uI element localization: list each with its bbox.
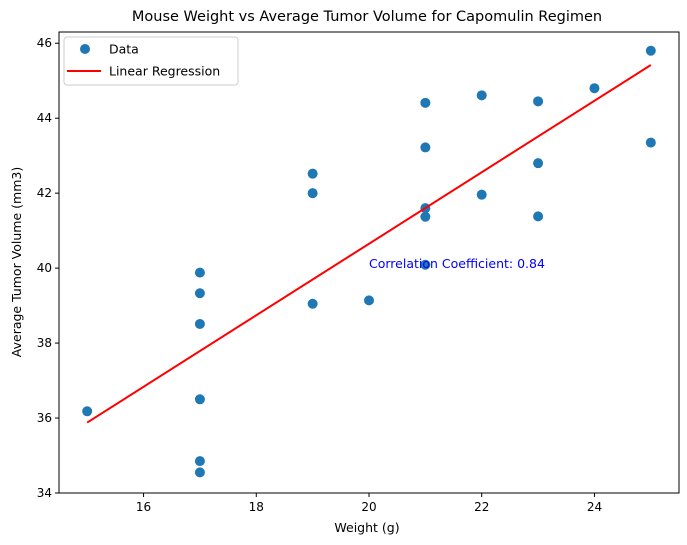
legend-label-regression: Linear Regression bbox=[109, 64, 220, 79]
correlation-annotation: Correlation Coefficient: 0.84 bbox=[369, 256, 545, 271]
data-point bbox=[82, 406, 93, 417]
data-point bbox=[476, 189, 487, 200]
data-point bbox=[645, 137, 656, 148]
y-axis-label: Average Tumor Volume (mm3) bbox=[9, 167, 24, 357]
data-point bbox=[420, 142, 431, 153]
data-point bbox=[307, 188, 318, 199]
data-point bbox=[645, 45, 656, 56]
legend-label-data: Data bbox=[109, 42, 139, 57]
y-tick-label: 36 bbox=[37, 411, 52, 425]
x-tick-label: 24 bbox=[587, 500, 602, 514]
legend: Data Linear Regression bbox=[63, 36, 239, 86]
x-tick-label: 18 bbox=[249, 500, 264, 514]
x-tick-label: 20 bbox=[361, 500, 376, 514]
y-tick-label: 42 bbox=[37, 186, 52, 200]
y-tick-label: 34 bbox=[37, 486, 52, 500]
series-layer bbox=[82, 45, 656, 478]
data-point bbox=[533, 158, 544, 169]
y-axis: 34 36 38 40 42 44 46 bbox=[37, 36, 59, 500]
y-tick-label: 40 bbox=[37, 261, 52, 275]
data-point bbox=[194, 267, 205, 278]
regression-line bbox=[86, 64, 652, 424]
data-point bbox=[194, 456, 205, 467]
data-point bbox=[307, 168, 318, 179]
data-point bbox=[420, 97, 431, 108]
data-point bbox=[194, 318, 205, 329]
x-axis: 16 18 20 22 24 bbox=[136, 493, 602, 514]
x-tick-label: 22 bbox=[474, 500, 489, 514]
data-point bbox=[589, 83, 600, 94]
data-point bbox=[194, 467, 205, 478]
y-tick-label: 46 bbox=[37, 36, 52, 50]
y-tick-label: 38 bbox=[37, 336, 52, 350]
legend-marker-data bbox=[80, 44, 90, 54]
data-point bbox=[420, 259, 431, 270]
data-point bbox=[194, 288, 205, 299]
data-point bbox=[364, 295, 374, 306]
data-point bbox=[194, 394, 205, 405]
data-point bbox=[476, 90, 487, 101]
data-point bbox=[307, 298, 318, 309]
x-axis-label: Weight (g) bbox=[334, 520, 399, 535]
data-point bbox=[420, 211, 431, 222]
data-point bbox=[533, 211, 544, 222]
x-tick-label: 16 bbox=[136, 500, 151, 514]
chart-title: Mouse Weight vs Average Tumor Volume for… bbox=[132, 9, 602, 25]
y-tick-label: 44 bbox=[37, 111, 52, 125]
legend-box bbox=[63, 36, 239, 86]
data-point bbox=[533, 96, 544, 107]
